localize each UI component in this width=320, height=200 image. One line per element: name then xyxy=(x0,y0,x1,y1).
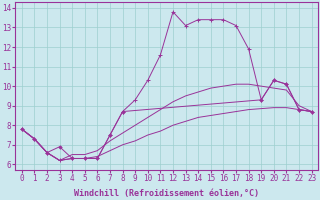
X-axis label: Windchill (Refroidissement éolien,°C): Windchill (Refroidissement éolien,°C) xyxy=(74,189,259,198)
